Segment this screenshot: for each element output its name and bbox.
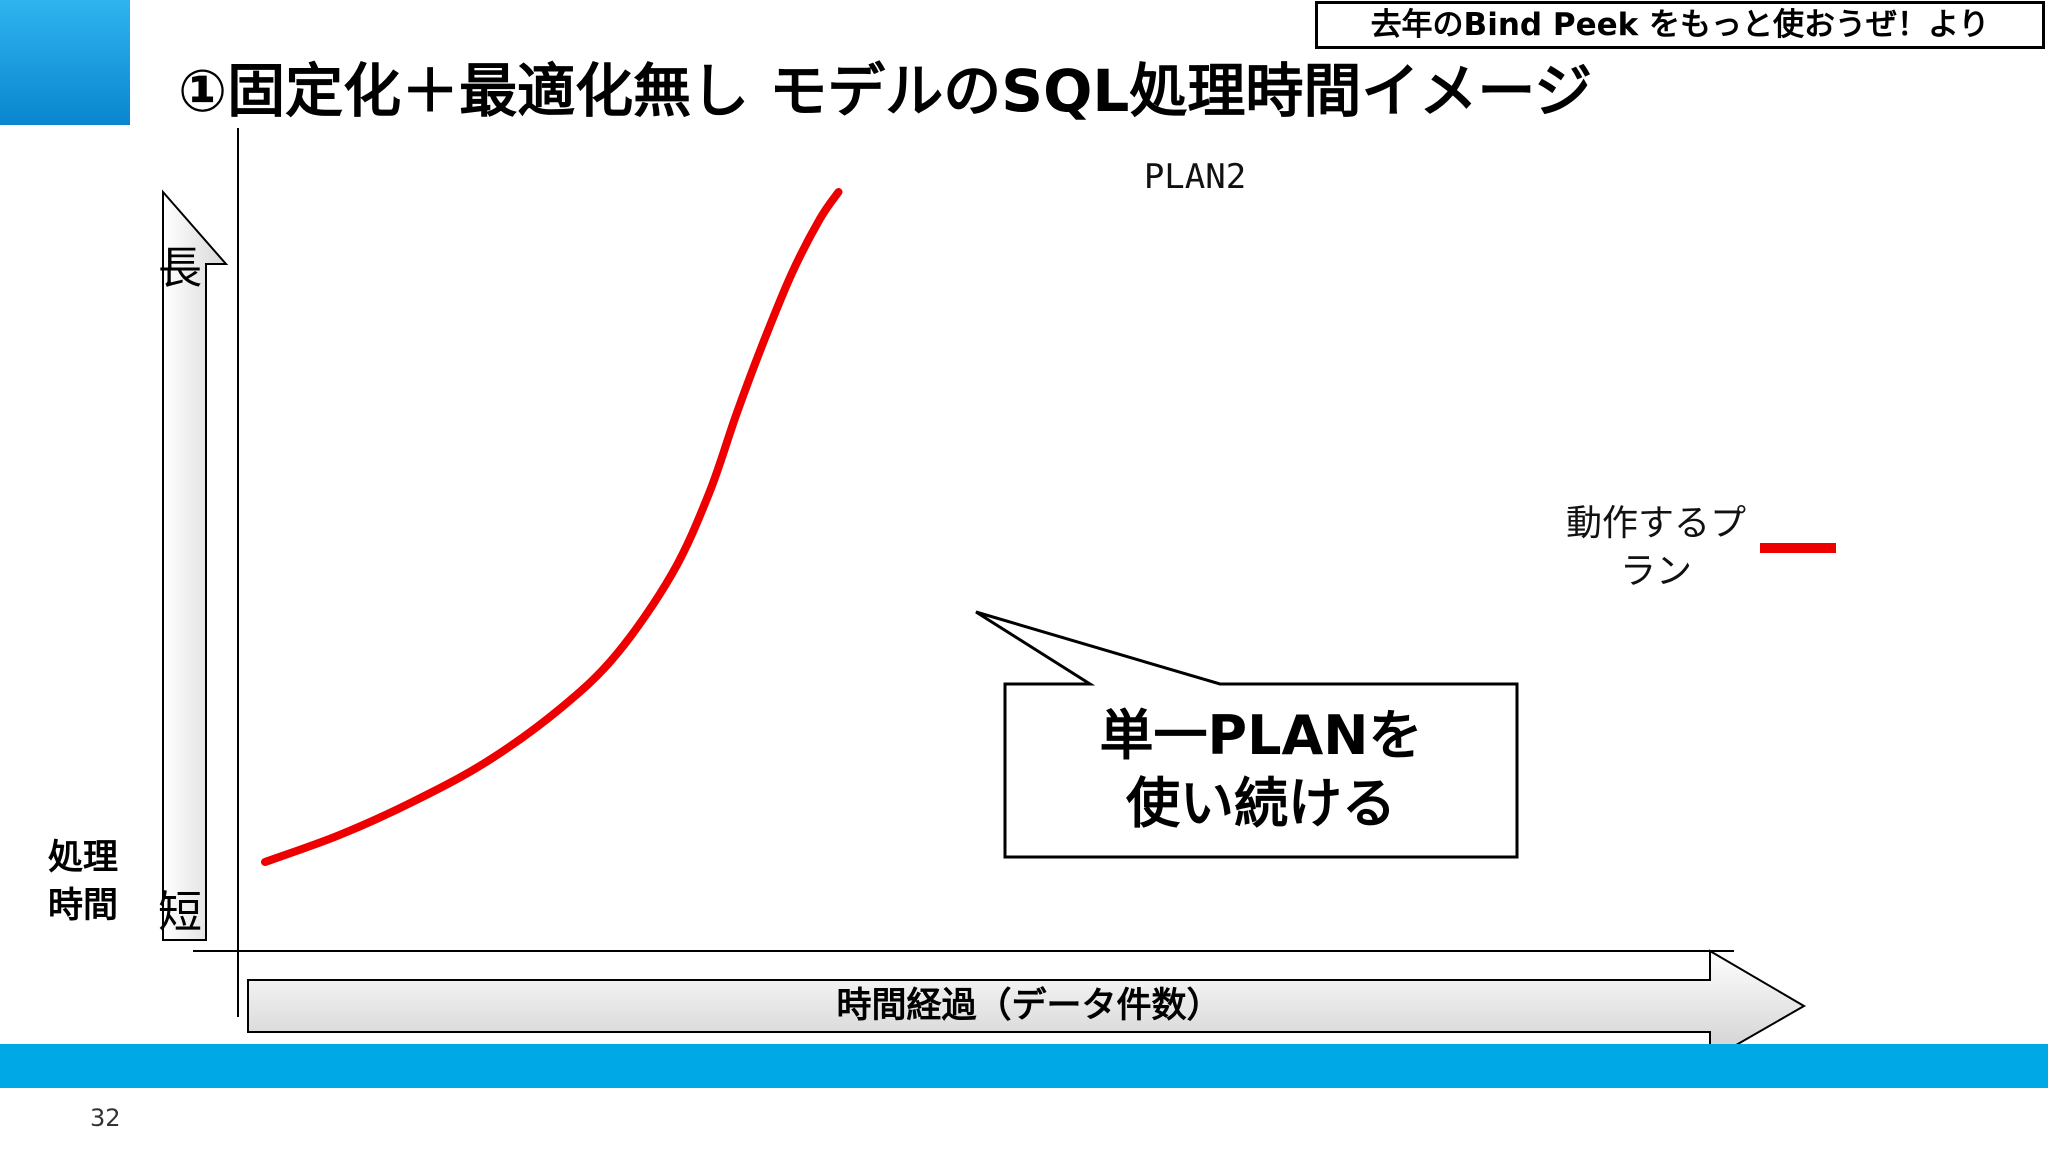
page-number: 32 (90, 1104, 121, 1132)
x-axis-arrow (247, 949, 1806, 1062)
callout-bubble (975, 610, 1519, 859)
footer-band (0, 1044, 2048, 1088)
slide-title: ①固定化＋最適化無し モデルのSQL処理時間イメージ (178, 57, 1593, 125)
series-layer (261, 188, 843, 866)
legend-label: 動作するプラン (1565, 503, 1746, 592)
source-note: 去年のBind Peek をもっと使おうぜ！より (1315, 1, 2045, 49)
y-axis-label-line-1: 処理 (48, 838, 119, 878)
y-axis-bottom-label: 短 (158, 887, 202, 938)
y-axis-label-line-2: 時間 (48, 886, 119, 926)
plan2-end-label: PLAN2 (1144, 157, 1246, 197)
corner-accent-block (0, 0, 130, 125)
y-axis-arrow (162, 189, 229, 941)
callout-line-1: 単一PLANを (1099, 704, 1423, 767)
callout-line-2: 使い続ける (1126, 772, 1396, 835)
series-line-0 (261, 188, 843, 866)
x-axis-label: 時間経過（データ件数） (836, 986, 1222, 1026)
y-axis-top-label: 長 (158, 243, 202, 294)
callout-text: 単一PLANを 使い続ける (1005, 702, 1517, 838)
